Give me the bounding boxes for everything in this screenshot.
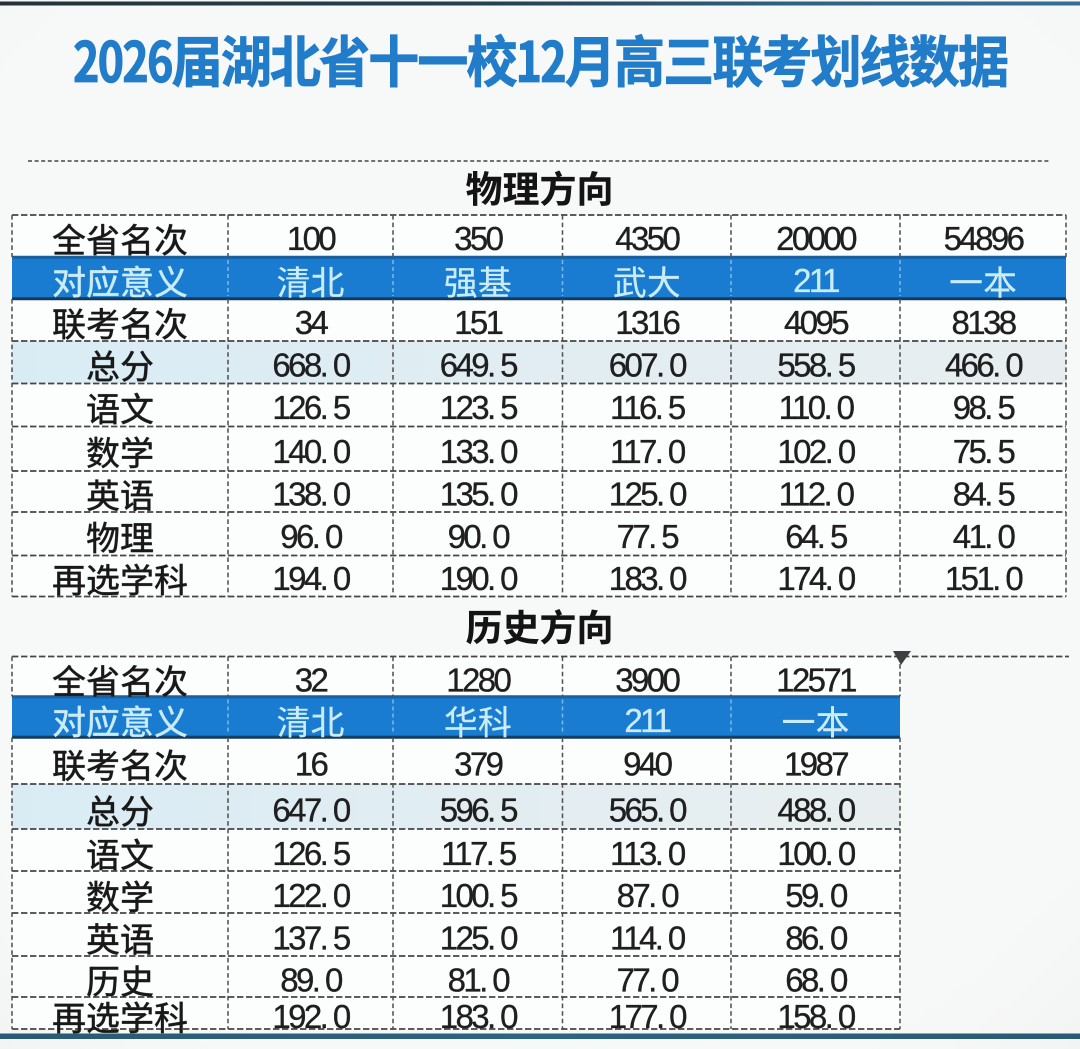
svg-text:75. 5: 75. 5	[953, 433, 1015, 470]
svg-text:12571: 12571	[776, 661, 856, 698]
svg-text:98. 5: 98. 5	[953, 389, 1015, 426]
svg-text:192. 0: 192. 0	[272, 998, 350, 1035]
svg-text:84. 5: 84. 5	[953, 476, 1015, 513]
svg-text:140. 0: 140. 0	[272, 433, 350, 470]
svg-text:211: 211	[793, 262, 839, 299]
svg-text:558. 5: 558. 5	[777, 346, 854, 383]
svg-text:114. 0: 114. 0	[610, 919, 686, 956]
svg-text:137. 5: 137. 5	[272, 919, 349, 956]
svg-text:77. 0: 77. 0	[617, 961, 680, 998]
svg-text:77. 5: 77. 5	[617, 518, 679, 555]
svg-text:649. 5: 649. 5	[440, 346, 517, 383]
svg-text:117. 0: 117. 0	[610, 433, 686, 470]
svg-text:183. 0: 183. 0	[440, 998, 518, 1035]
svg-text:81. 0: 81. 0	[448, 961, 511, 998]
svg-text:100. 5: 100. 5	[440, 877, 517, 914]
svg-text:32: 32	[295, 661, 328, 698]
svg-text:16: 16	[295, 746, 328, 783]
svg-text:466. 0: 466. 0	[945, 346, 1023, 383]
svg-text:4095: 4095	[784, 304, 848, 341]
svg-text:4350: 4350	[615, 220, 680, 257]
svg-text:100. 0: 100. 0	[777, 835, 855, 872]
svg-text:116. 5: 116. 5	[610, 389, 685, 426]
svg-text:64. 5: 64. 5	[785, 518, 847, 555]
svg-text:86. 0: 86. 0	[785, 919, 848, 956]
svg-text:110. 0: 110. 0	[779, 389, 855, 426]
svg-text:68. 0: 68. 0	[785, 961, 848, 998]
svg-text:135. 0: 135. 0	[440, 476, 518, 513]
svg-text:125. 0: 125. 0	[440, 919, 518, 956]
svg-text:112. 0: 112. 0	[779, 476, 855, 513]
svg-text:211: 211	[624, 702, 670, 739]
svg-text:123. 5: 123. 5	[440, 389, 517, 426]
svg-text:668. 0: 668. 0	[272, 346, 350, 383]
svg-text:174. 0: 174. 0	[777, 560, 855, 597]
svg-text:350: 350	[454, 220, 504, 257]
svg-text:151: 151	[454, 304, 503, 341]
svg-text:379: 379	[454, 746, 503, 783]
svg-text:607. 0: 607. 0	[609, 346, 687, 383]
svg-text:1280: 1280	[446, 661, 511, 698]
svg-text:59. 0: 59. 0	[785, 877, 848, 914]
svg-text:87. 0: 87. 0	[617, 877, 680, 914]
svg-text:8138: 8138	[951, 304, 1015, 341]
svg-text:126. 5: 126. 5	[272, 389, 349, 426]
svg-text:20000: 20000	[776, 220, 857, 257]
svg-text:3900: 3900	[615, 661, 680, 698]
svg-text:117. 5: 117. 5	[441, 835, 516, 872]
svg-text:126. 5: 126. 5	[272, 835, 349, 872]
svg-text:138. 0: 138. 0	[272, 476, 350, 513]
svg-text:194. 0: 194. 0	[272, 560, 350, 597]
svg-text:90. 0: 90. 0	[448, 518, 511, 555]
svg-text:940: 940	[623, 746, 673, 783]
svg-text:565. 0: 565. 0	[609, 791, 687, 828]
svg-text:1987: 1987	[784, 746, 848, 783]
svg-text:596. 5: 596. 5	[440, 791, 517, 828]
svg-text:89. 0: 89. 0	[280, 961, 343, 998]
svg-text:54896: 54896	[944, 220, 1024, 257]
svg-text:133. 0: 133. 0	[440, 433, 518, 470]
svg-text:96. 0: 96. 0	[280, 518, 343, 555]
svg-text:158. 0: 158. 0	[777, 998, 855, 1035]
svg-text:41. 0: 41. 0	[953, 518, 1016, 555]
svg-text:113. 0: 113. 0	[610, 835, 686, 872]
svg-text:151. 0: 151. 0	[945, 560, 1023, 597]
svg-text:1316: 1316	[615, 304, 679, 341]
svg-text:122. 0: 122. 0	[272, 877, 350, 914]
svg-text:488. 0: 488. 0	[777, 791, 855, 828]
svg-text:100: 100	[287, 220, 337, 257]
svg-text:177. 0: 177. 0	[609, 998, 687, 1035]
svg-text:190. 0: 190. 0	[440, 560, 518, 597]
svg-text:647. 0: 647. 0	[272, 791, 350, 828]
svg-text:34: 34	[295, 304, 329, 341]
svg-text:102. 0: 102. 0	[777, 433, 855, 470]
svg-text:183. 0: 183. 0	[609, 560, 687, 597]
svg-text:125. 0: 125. 0	[609, 476, 687, 513]
